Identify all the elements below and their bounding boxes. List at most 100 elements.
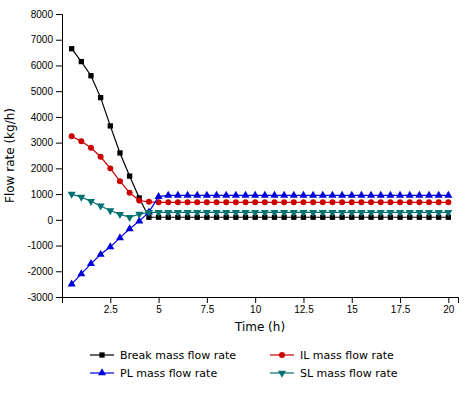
tick-mark [56,117,62,118]
point [378,199,384,205]
point [406,210,414,217]
point [98,95,103,100]
point [367,191,375,198]
point [185,199,191,205]
point [348,191,356,198]
point [165,199,171,205]
y-axis: -3000-2000-10000100020003000400050006000… [27,9,62,303]
tick-mark [56,65,62,66]
tick: 7000 [31,34,62,45]
legend-symbol [99,352,104,357]
point [299,191,307,198]
point [193,191,201,198]
point [320,199,326,205]
tick-label: 8000 [31,9,54,20]
legend: Break mass flow rate IL mass flow rate PL … [90,349,398,380]
legend-item: IL mass flow rate [270,349,394,362]
point [241,210,249,217]
series [69,46,451,220]
legend-label: IL mass flow rate [300,349,394,362]
point [280,191,288,198]
point [69,46,74,51]
point [116,233,124,240]
point [77,269,85,276]
point [87,199,95,206]
tick: 15 [347,297,359,315]
point [193,210,201,217]
tick-label: 7000 [31,34,54,45]
point [386,191,394,198]
point [116,212,124,219]
tick: 8000 [31,9,62,20]
point [126,215,134,222]
tick-mark [56,168,62,169]
point [233,199,239,205]
point [415,191,423,198]
tick-label: -1000 [27,240,53,251]
y-axis-title: Flow rate (kg/h) [3,108,17,203]
point [290,210,298,217]
point [425,191,433,198]
point [68,279,76,286]
point [127,173,132,178]
legend-item: PL mass flow rate [90,367,217,380]
tick: 3000 [31,137,62,148]
point [338,191,346,198]
point [261,210,269,217]
point [309,210,317,217]
tick: 12.5 [294,297,314,315]
point [214,199,220,205]
tick: -3000 [27,292,62,303]
legend-label: Break mass flow rate [120,349,236,362]
tick-label: 0 [47,215,53,226]
tick-mark [448,297,449,303]
tick-mark [352,297,353,303]
tick-mark [255,297,256,303]
tick-mark [400,297,401,303]
point [444,210,452,217]
tick: 10 [250,297,262,315]
point [328,210,336,217]
point [126,224,134,231]
point [135,212,143,219]
tick: 20 [443,297,455,315]
tick: 17.5 [391,297,411,315]
point [79,59,84,64]
tick-mark [159,297,160,303]
point [243,199,249,205]
tick-mark [56,220,62,221]
point [310,199,316,205]
point [127,190,133,196]
tick-mark [56,246,62,247]
line [72,194,449,217]
point [106,208,114,215]
point [222,191,230,198]
axis-line [56,15,63,298]
point [280,210,288,217]
point [435,191,443,198]
tick-label: 5 [156,304,162,315]
line [72,136,449,202]
point [97,250,105,257]
point [281,199,287,205]
point [415,210,423,217]
legend-symbol [278,371,286,378]
tick-label: -3000 [27,292,53,303]
point [261,191,269,198]
point [77,195,85,202]
point [349,199,355,205]
point [357,210,365,217]
point [184,191,192,198]
point [117,178,123,184]
point [184,210,192,217]
tick-mark [56,194,62,195]
tick-label: 2000 [31,163,54,174]
plot: 2.557.51012.51517.520-3000-2000-10000100… [3,9,459,334]
tick-label: 17.5 [391,304,411,315]
legend-item: Break mass flow rate [90,349,236,362]
tick-label: 12.5 [294,304,314,315]
point [145,210,153,217]
point [213,191,221,198]
point [194,199,200,205]
point [106,242,114,249]
